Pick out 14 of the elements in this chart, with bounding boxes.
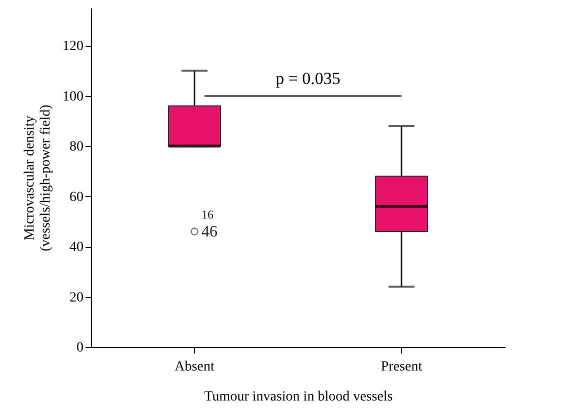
y-axis-title: Microvascular density (vessels/high-power field) bbox=[22, 104, 54, 252]
x-tick-label: Absent bbox=[174, 360, 214, 374]
annotation: 16 bbox=[202, 207, 214, 222]
y-tick-label: 60 bbox=[70, 190, 84, 205]
x-tick-label: Present bbox=[380, 360, 422, 374]
annotation: 46 bbox=[202, 223, 218, 240]
y-tick-label: 120 bbox=[62, 39, 84, 54]
y-tick-label: 100 bbox=[62, 89, 84, 104]
y-tick-label: 20 bbox=[70, 290, 84, 306]
y-tick-label: 80 bbox=[70, 140, 84, 155]
y-tick-label: 0 bbox=[76, 340, 84, 356]
y-tick-label: 40 bbox=[70, 240, 84, 256]
annotation: p = 0.035 bbox=[276, 69, 340, 88]
x-axis-title: Tumour invasion in blood vessels bbox=[204, 390, 393, 404]
